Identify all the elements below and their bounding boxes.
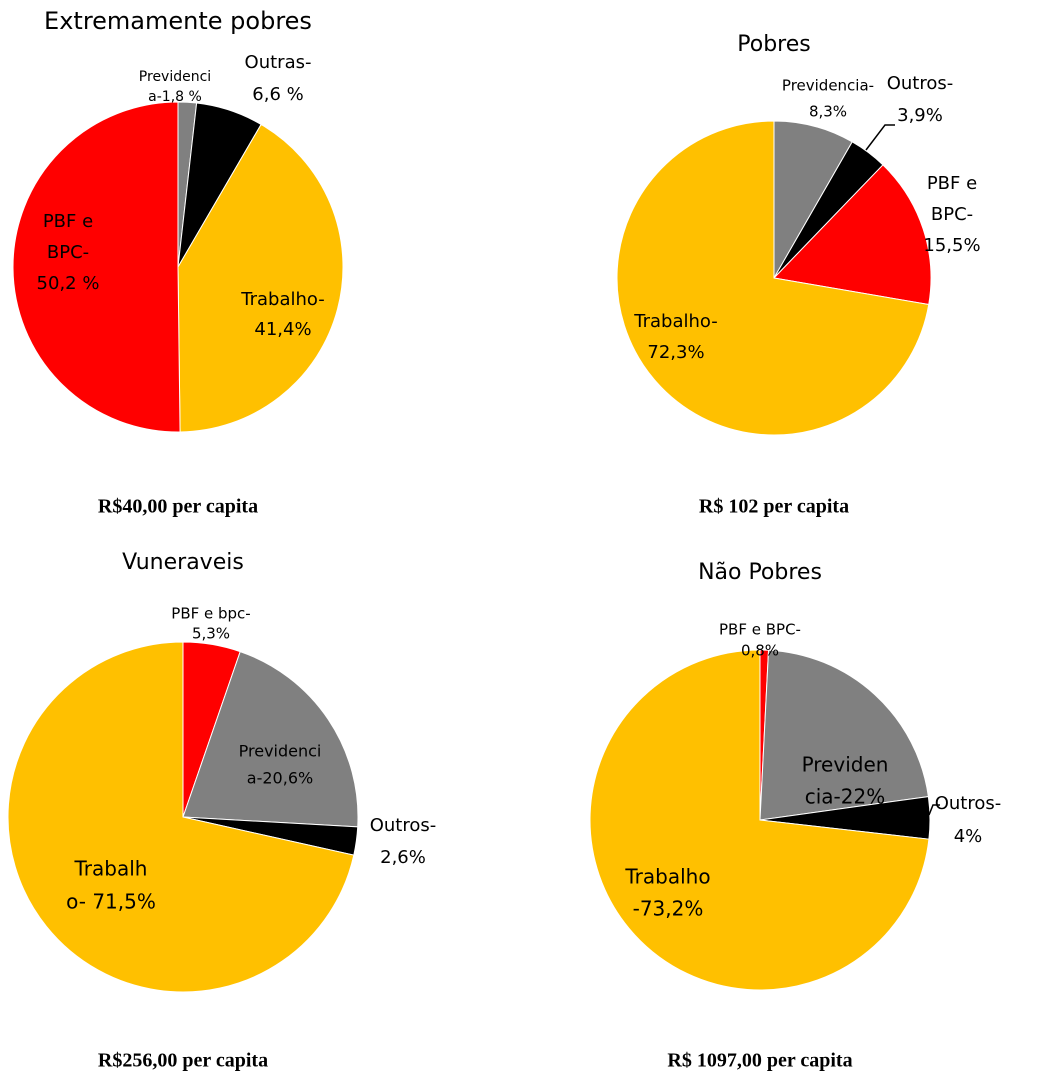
pie-slice [177, 123, 344, 433]
pie-slice [7, 641, 355, 993]
caption: R$ 1097,00 per capita [667, 1050, 852, 1072]
pie-slice [772, 164, 932, 306]
data-label: -73,2% [633, 897, 704, 921]
chart-title: Pobres [737, 32, 810, 57]
data-label: PBF e BPC- [719, 621, 801, 639]
data-label: Trabalho [624, 865, 710, 889]
chart-title: Extremamente pobres [44, 7, 312, 35]
caption: R$ 102 per capita [699, 496, 849, 518]
data-label: 15,5% [923, 235, 980, 256]
caption: R$256,00 per capita [98, 1050, 268, 1072]
data-label: Trabalho- [633, 311, 718, 332]
data-label: Previden [802, 753, 889, 777]
chart-title: Não Pobres [698, 560, 822, 585]
data-label: 72,3% [647, 342, 704, 363]
data-label: Previdenci [139, 69, 211, 85]
data-label: Previdencia- [782, 77, 874, 95]
pie-slice [616, 120, 930, 436]
data-label: 41,4% [254, 319, 311, 340]
data-label: 3,9% [897, 105, 943, 126]
data-label: 0,8% [741, 642, 779, 660]
data-label: 2,6% [380, 847, 426, 868]
data-label: Outras- [245, 52, 312, 73]
data-label: a-1,8 % [148, 89, 202, 105]
data-label: 5,3% [192, 625, 230, 643]
data-label: 8,3% [809, 103, 847, 121]
data-label: PBF e [927, 173, 977, 194]
data-label: PBF e [43, 211, 93, 232]
data-label: Outros- [935, 793, 1002, 814]
pie-slice [12, 101, 181, 433]
data-label: BPC- [47, 242, 89, 263]
data-label: Previdenci [239, 742, 322, 761]
data-label: BPC- [931, 204, 973, 225]
data-label: 50,2 % [37, 273, 100, 294]
data-label: PBF e bpc- [171, 605, 250, 623]
data-label: Trabalh [74, 857, 148, 881]
chart-title: Vuneraveis [122, 550, 244, 575]
pie-slice [589, 649, 930, 991]
leader-line [928, 804, 940, 816]
leader-line [865, 124, 895, 151]
data-label: Trabalho- [240, 289, 325, 310]
data-label: 4% [954, 826, 983, 847]
data-label: o- 71,5% [66, 890, 156, 914]
pie-slice [759, 649, 929, 821]
data-label: 6,6 % [252, 84, 303, 105]
data-label: Outros- [887, 73, 954, 94]
caption: R$40,00 per capita [98, 496, 258, 518]
pie-slice [182, 650, 359, 828]
data-label: cia-22% [805, 785, 885, 809]
data-label: Outros- [370, 815, 437, 836]
data-label: a-20,6% [247, 769, 313, 788]
